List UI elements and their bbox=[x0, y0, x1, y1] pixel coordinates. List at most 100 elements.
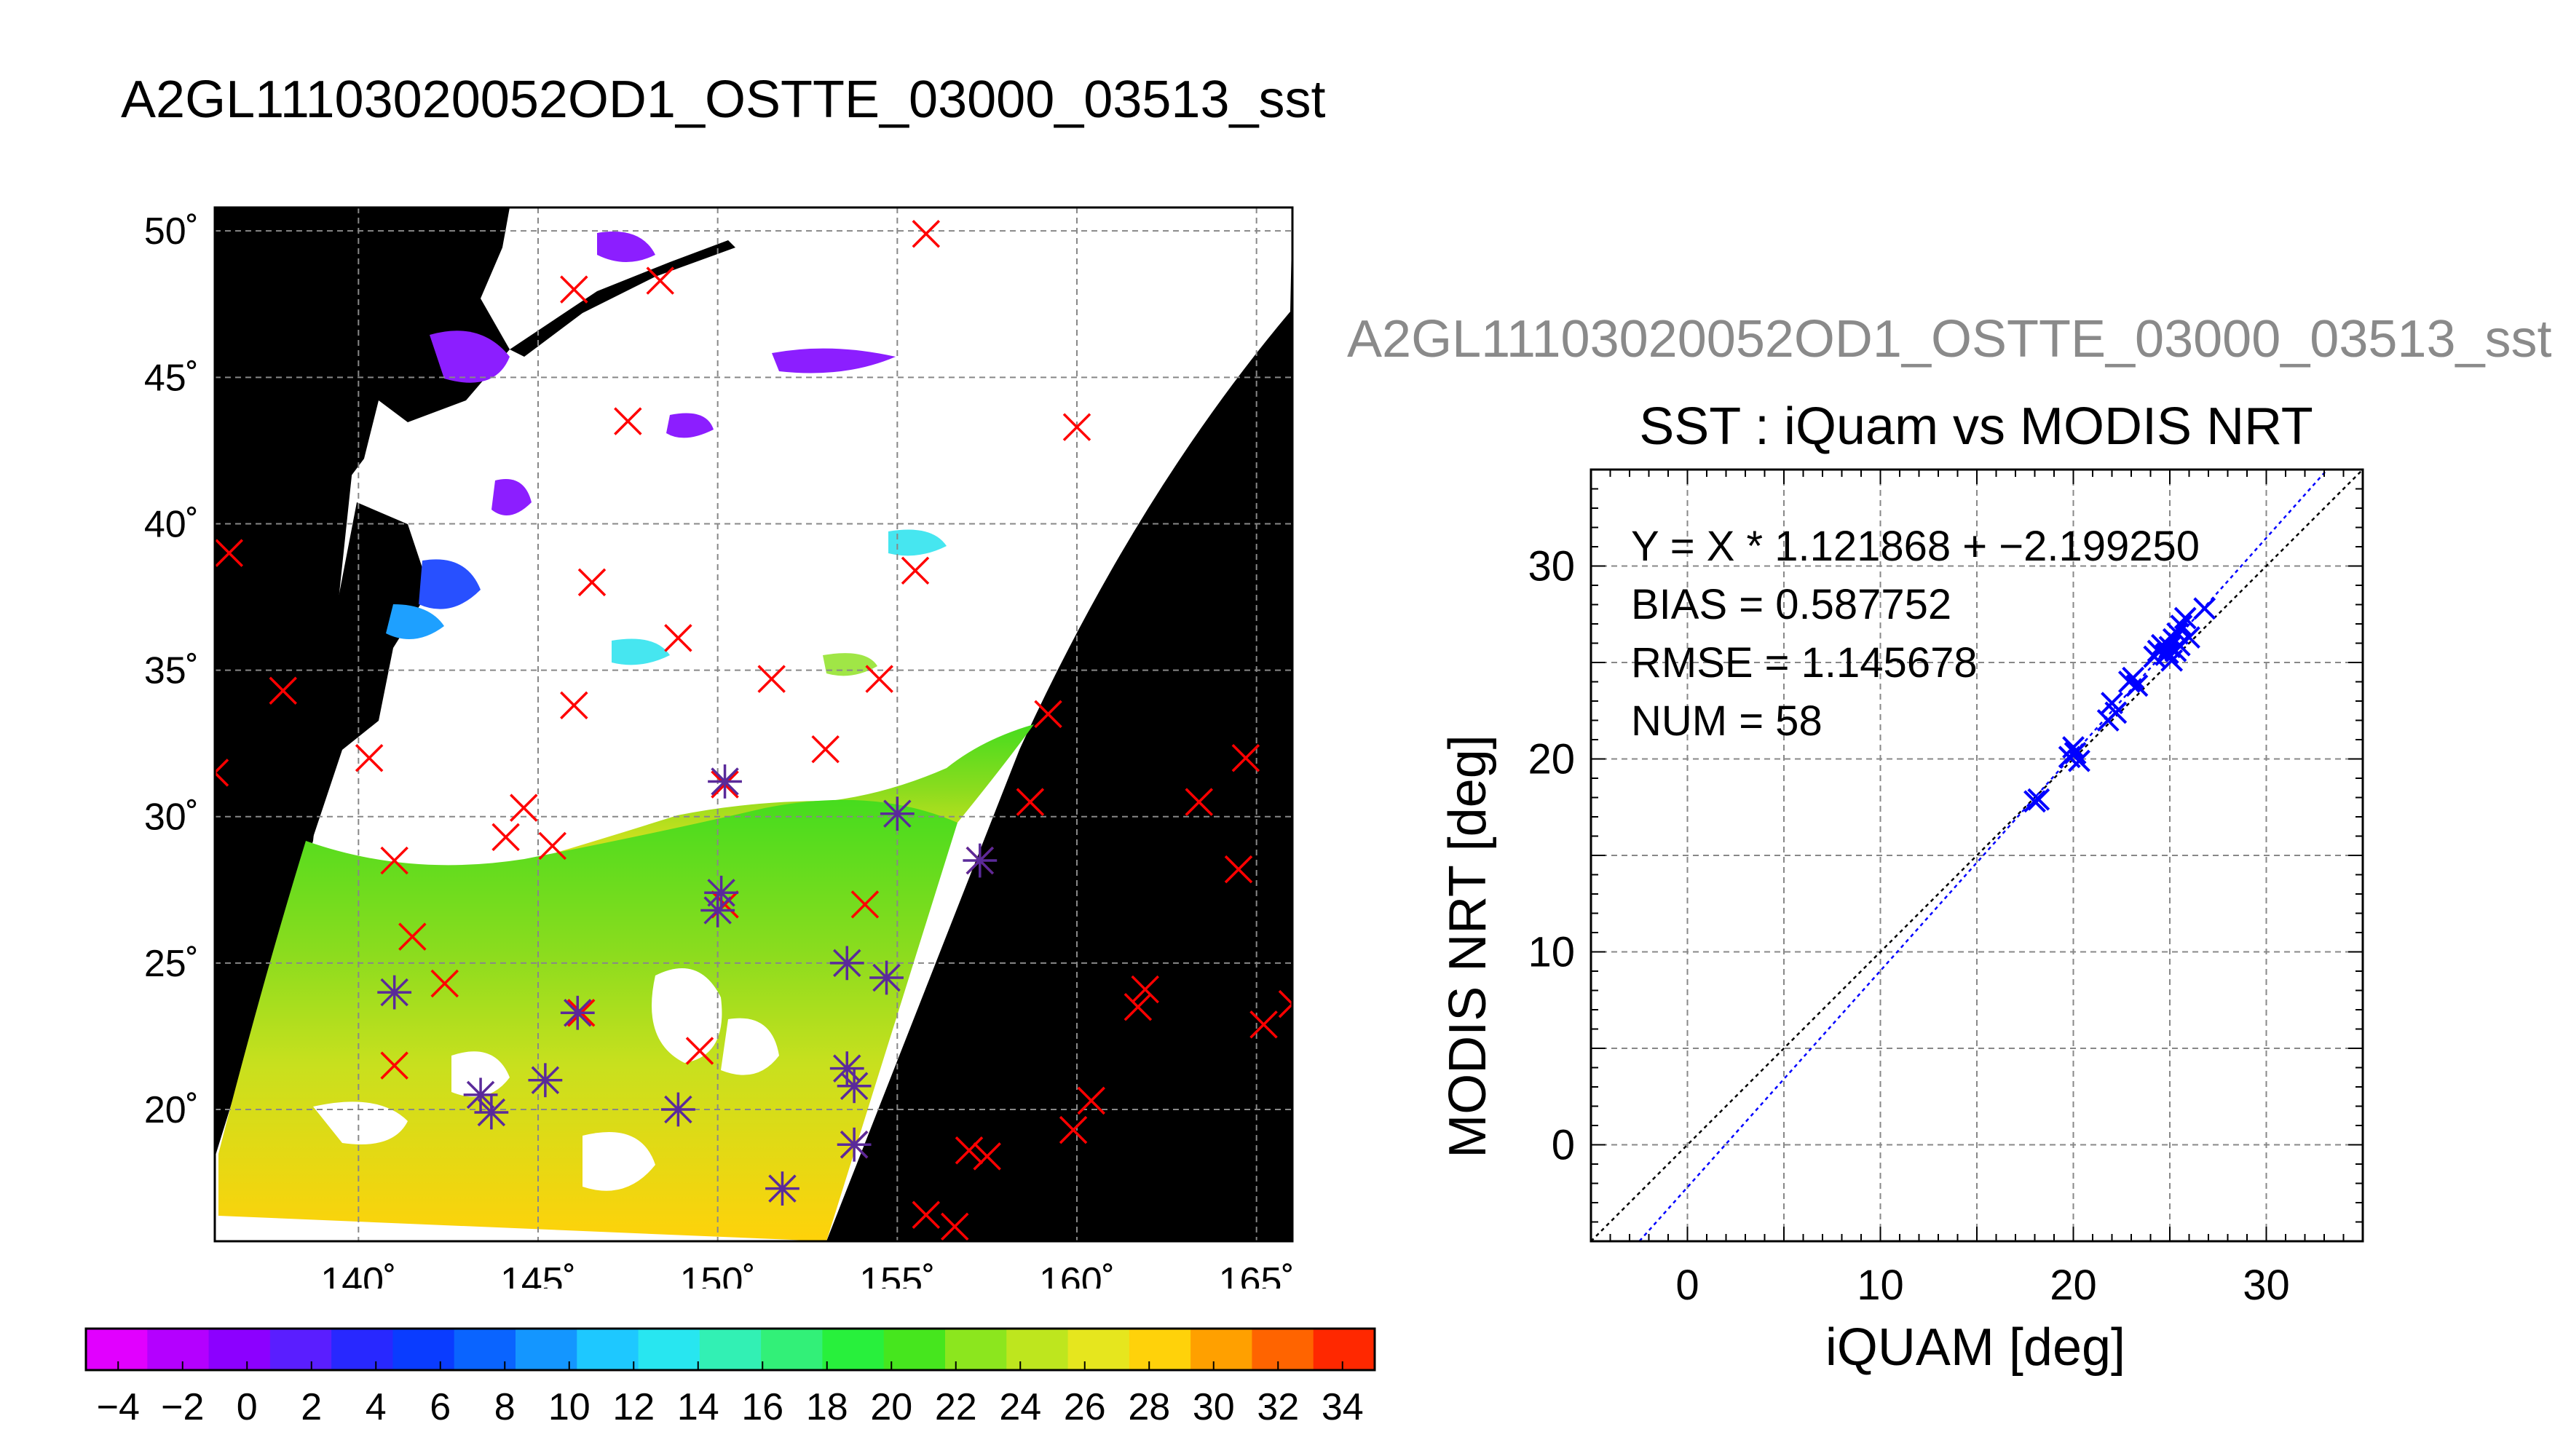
buoy-x-marker bbox=[538, 831, 566, 860]
cloud-patch bbox=[721, 1018, 779, 1075]
latitude-tick-label: 45˚ bbox=[144, 357, 199, 399]
colorbar-tick-label: 34 bbox=[1322, 1386, 1364, 1428]
y-tick-label: 10 bbox=[1528, 929, 1575, 976]
buoy-x-marker bbox=[1034, 700, 1062, 729]
buoy-x-marker bbox=[1059, 1115, 1088, 1144]
matchup-asterisk-marker bbox=[708, 764, 742, 799]
buoy-x-marker bbox=[614, 407, 642, 435]
data-point bbox=[2062, 736, 2085, 759]
cold-patch bbox=[597, 232, 655, 262]
buoy-x-marker bbox=[646, 266, 674, 295]
buoy-x-marker bbox=[380, 1051, 408, 1080]
scatter-subtitle: A2GL11103020052OD1_OSTTE_03000_03513_sst bbox=[1347, 310, 2552, 368]
cold-patch bbox=[772, 348, 896, 373]
colorbar-tick-label: −4 bbox=[97, 1386, 140, 1428]
colorbar-cell bbox=[86, 1329, 148, 1370]
buoy-x-marker bbox=[215, 539, 243, 567]
colorbar-tick-label: 4 bbox=[366, 1386, 387, 1428]
colorbar-cell bbox=[1006, 1329, 1069, 1370]
colorbar-tick-label: 20 bbox=[870, 1386, 912, 1428]
buoy-x-marker bbox=[1224, 855, 1253, 884]
cold-patch bbox=[666, 413, 714, 438]
cloud-patch bbox=[583, 1132, 655, 1191]
matchup-asterisk-marker bbox=[474, 1095, 509, 1130]
scatter-title: SST : iQuam vs MODIS NRT bbox=[1639, 397, 2313, 456]
cloud-patch bbox=[313, 1101, 408, 1144]
stat-line: Y = X * 1.121868 + −2.199250 bbox=[1631, 523, 2200, 570]
matchup-asterisk-marker bbox=[837, 1127, 872, 1162]
stat-line: BIAS = 0.587752 bbox=[1631, 581, 1951, 628]
buoy-x-marker bbox=[430, 969, 459, 998]
colorbar-cell bbox=[269, 1329, 332, 1370]
colorbar-tick-label: 14 bbox=[677, 1386, 719, 1428]
cold-patch bbox=[430, 331, 510, 383]
buoy-x-marker bbox=[941, 1212, 969, 1241]
land-honshu bbox=[302, 502, 430, 841]
longitude-tick-label: 165˚ bbox=[1219, 1260, 1295, 1289]
scatter-grid bbox=[1591, 470, 2363, 1241]
colorbar-tick-label: 10 bbox=[548, 1386, 591, 1428]
buoy-x-marker bbox=[560, 691, 588, 720]
colorbar-tick-label: 24 bbox=[999, 1386, 1041, 1428]
stat-line: RMSE = 1.145678 bbox=[1631, 639, 1978, 687]
matchup-asterisk-marker bbox=[463, 1077, 498, 1112]
colorbar-cell bbox=[1252, 1329, 1314, 1370]
cold-patch bbox=[823, 653, 877, 676]
longitude-tick-label: 160˚ bbox=[1039, 1260, 1115, 1289]
colorbar-cell bbox=[945, 1329, 1007, 1370]
buoy-x-marker bbox=[577, 568, 607, 597]
colorbar-tick-label: 32 bbox=[1257, 1386, 1299, 1428]
matchup-asterisk-marker bbox=[869, 960, 904, 995]
matchup-asterisk-marker bbox=[837, 1069, 872, 1104]
buoy-x-marker bbox=[380, 846, 408, 875]
colorbar-cell bbox=[1190, 1329, 1252, 1370]
buoy-x-marker bbox=[912, 219, 941, 248]
data-point bbox=[2125, 674, 2149, 697]
latitude-labels: 50˚ 45˚ 40˚ 35˚ 30˚ 25˚ 20˚ bbox=[144, 210, 199, 1131]
colorbar-cell bbox=[1129, 1329, 1191, 1370]
buoy-x-marker bbox=[1016, 788, 1045, 816]
buoy-x-marker bbox=[865, 665, 893, 693]
longitude-tick-label: 145˚ bbox=[500, 1260, 576, 1289]
colorbar-cell bbox=[761, 1329, 823, 1370]
latitude-tick-label: 20˚ bbox=[144, 1089, 199, 1131]
buoy-x-marker bbox=[912, 1200, 941, 1230]
colorbar-tick-label: −2 bbox=[161, 1386, 204, 1428]
data-point bbox=[2173, 606, 2197, 630]
matchup-asterisk-marker bbox=[704, 875, 738, 910]
longitude-tick-label: 140˚ bbox=[320, 1260, 396, 1289]
map-markers bbox=[215, 219, 1292, 1241]
buoy-x-marker bbox=[1231, 744, 1260, 772]
matchup-asterisk-marker bbox=[700, 893, 735, 927]
data-point bbox=[2156, 641, 2179, 665]
colorbar-tick-label: 0 bbox=[237, 1386, 258, 1428]
buoy-x-marker bbox=[757, 665, 786, 693]
x-tick-label: 10 bbox=[1857, 1262, 1904, 1309]
land-kuril bbox=[510, 240, 735, 357]
buoy-x-marker bbox=[850, 890, 880, 919]
matchup-asterisk-marker bbox=[829, 946, 864, 981]
colorbar-cell bbox=[1067, 1329, 1130, 1370]
buoy-x-marker bbox=[1185, 788, 1213, 816]
buoy-x-marker bbox=[901, 556, 930, 585]
buoy-x-marker bbox=[973, 1142, 1001, 1171]
matchup-asterisk-marker bbox=[528, 1063, 563, 1098]
colorbar: −4 −2 0 2 4 6 8 10 12 14 16 18 20 22 24 26 28 30 32 34 bbox=[84, 1327, 1376, 1428]
buoy-x-marker bbox=[215, 759, 229, 787]
colorbar-cell bbox=[147, 1329, 210, 1370]
data-point bbox=[2027, 788, 2050, 811]
data-point bbox=[2104, 701, 2128, 724]
matchup-asterisk-marker bbox=[377, 975, 412, 1010]
colorbar-tick-label: 28 bbox=[1128, 1386, 1170, 1428]
latitude-tick-label: 40˚ bbox=[144, 503, 199, 545]
longitude-tick-label: 150˚ bbox=[680, 1260, 756, 1289]
cold-patch bbox=[419, 559, 481, 609]
latitude-tick-label: 35˚ bbox=[144, 650, 199, 692]
latitude-tick-label: 25˚ bbox=[144, 943, 199, 985]
cold-patch bbox=[612, 638, 670, 665]
buoy-x-marker bbox=[685, 1037, 714, 1065]
data-point bbox=[2178, 626, 2200, 649]
latitude-tick-label: 30˚ bbox=[144, 796, 199, 839]
colorbar-cell bbox=[516, 1329, 577, 1370]
colorbar-tick-label: 8 bbox=[494, 1386, 516, 1428]
